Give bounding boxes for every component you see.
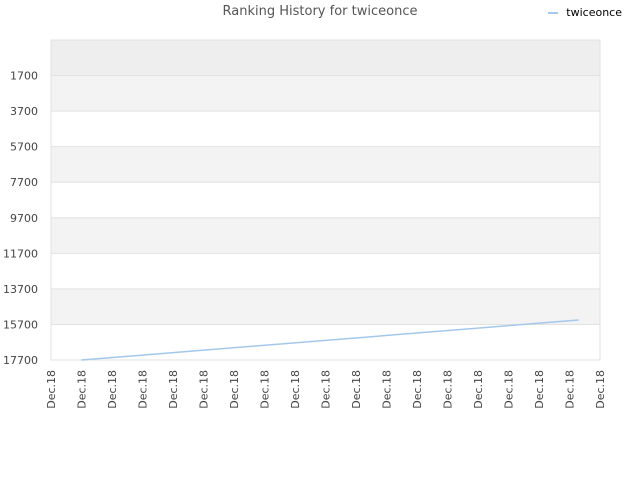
y-tick-label: 17700 — [3, 354, 38, 367]
y-tick-label: 13700 — [3, 283, 38, 296]
y-tick-label: 1700 — [10, 70, 38, 83]
y-tick-label: 15700 — [3, 318, 38, 331]
x-tick-label: Dec.18 — [442, 370, 455, 409]
legend-swatch — [548, 11, 559, 14]
x-tick-label: Dec.18 — [411, 370, 424, 409]
x-tick-label: Dec.18 — [320, 370, 333, 409]
y-tick-label: 7700 — [10, 176, 38, 189]
plot-band — [51, 217, 600, 254]
x-tick-label: Dec.18 — [228, 370, 241, 409]
plot-band — [51, 253, 600, 289]
x-tick-label: Dec.18 — [76, 370, 89, 409]
x-tick-label: Dec.18 — [381, 370, 394, 409]
x-tick-label: Dec.18 — [289, 370, 302, 409]
plot-band — [51, 324, 600, 360]
x-tick-label: Dec.18 — [137, 370, 150, 409]
plot-border — [50, 39, 601, 361]
x-tick-label: Dec.18 — [45, 370, 58, 409]
x-tick-label: Dec.18 — [472, 370, 485, 409]
x-tick-label: Dec.18 — [564, 370, 577, 409]
plot-band — [51, 288, 600, 325]
plot-band — [51, 75, 600, 112]
x-tick-label: Dec.18 — [106, 370, 119, 409]
chart-title: Ranking History for twiceonce — [222, 4, 418, 19]
plot-band — [51, 40, 600, 76]
plot-band — [51, 182, 600, 218]
x-tick-label: Dec.18 — [350, 370, 363, 409]
x-tick-label: Dec.18 — [167, 370, 180, 409]
plot-band — [51, 146, 600, 183]
legend-label: twiceonce — [566, 6, 622, 19]
y-tick-label: 9700 — [10, 212, 38, 225]
x-tick-label: Dec.18 — [259, 370, 272, 409]
legend[interactable]: twiceonce — [548, 6, 622, 19]
x-tick-label: Dec.18 — [503, 370, 516, 409]
x-tick-label: Dec.18 — [594, 370, 607, 409]
y-tick-label: 3700 — [10, 105, 38, 118]
plot-band — [51, 111, 600, 147]
y-tick-label: 5700 — [10, 141, 38, 154]
series-line — [81, 319, 579, 361]
y-tick-label: 11700 — [3, 247, 38, 260]
x-tick-label: Dec.18 — [533, 370, 546, 409]
x-tick-label: Dec.18 — [198, 370, 211, 409]
